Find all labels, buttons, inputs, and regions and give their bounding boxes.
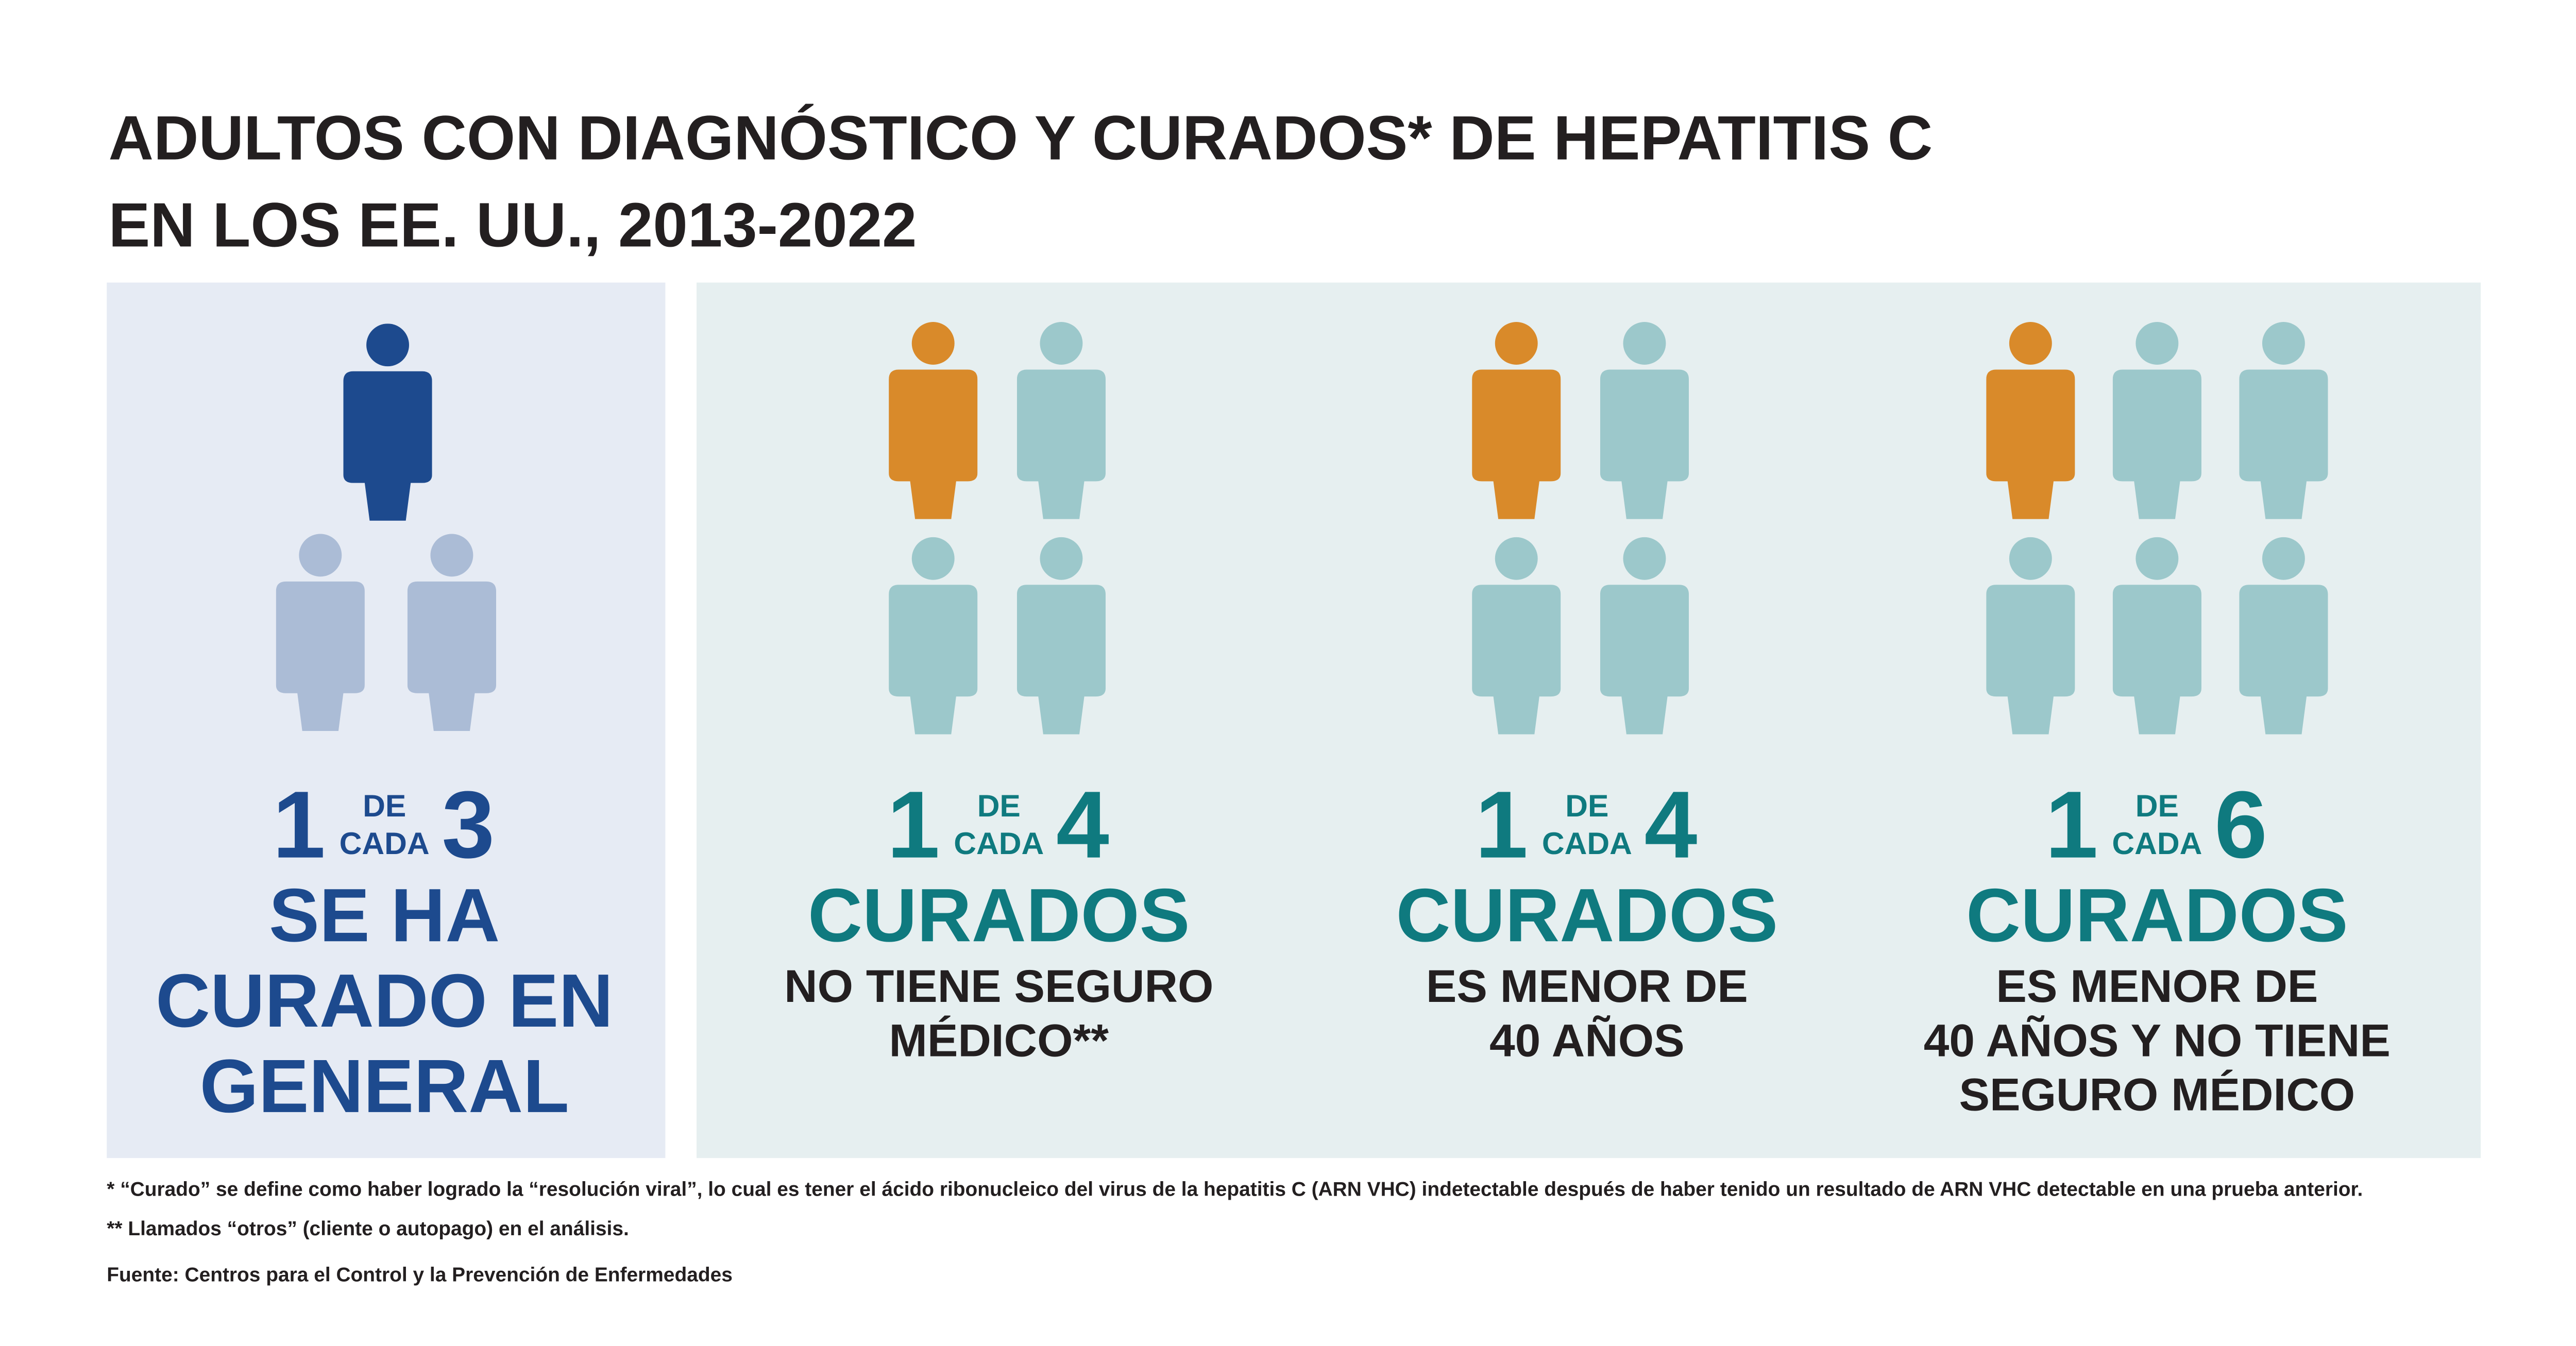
ratio-denominator: 3: [442, 772, 495, 878]
ratio-cada: CADA: [1542, 826, 1632, 861]
panel-description: ES MENOR DE: [1996, 960, 2318, 1012]
panel-heading: CURADOS: [1966, 873, 2348, 958]
title-line: EN LOS EE. UU., 2013-2022: [108, 190, 917, 260]
ratio-de: DE: [1565, 788, 1608, 823]
ratio-de: DE: [977, 788, 1021, 823]
panel-description: 40 AÑOS: [1489, 1014, 1685, 1066]
source: Fuente: Centros para el Control y la Pre…: [107, 1264, 733, 1286]
ratio-denominator: 4: [1056, 772, 1109, 878]
panel-description: 40 AÑOS Y NO TIENE: [1924, 1014, 2391, 1066]
ratio-cada: CADA: [2112, 826, 2202, 861]
ratio-numerator: 1: [1475, 772, 1528, 878]
footnote: * “Curado” se define como haber logrado …: [107, 1178, 2363, 1200]
ratio-cada: CADA: [340, 826, 430, 861]
panel-heading: SE HA: [269, 873, 500, 958]
panel-description: SEGURO MÉDICO: [1959, 1069, 2355, 1120]
ratio-denominator: 4: [1645, 772, 1698, 878]
panel-heading: CURADOS: [1396, 873, 1778, 958]
ratio-de: DE: [2136, 788, 2179, 823]
panel-heading: GENERAL: [200, 1044, 569, 1129]
panel-heading: CURADO EN: [156, 959, 613, 1043]
ratio-numerator: 1: [273, 772, 326, 878]
ratio-de: DE: [363, 788, 406, 823]
ratio-cada: CADA: [954, 826, 1044, 861]
footnote: ** Llamados “otros” (cliente o autopago)…: [107, 1218, 629, 1240]
ratio-numerator: 1: [887, 772, 940, 878]
panel-heading: CURADOS: [808, 873, 1190, 958]
ratio-denominator: 6: [2214, 772, 2267, 878]
panel-description: MÉDICO**: [889, 1014, 1109, 1066]
panel-description: ES MENOR DE: [1426, 960, 1748, 1012]
panel-description: NO TIENE SEGURO: [784, 960, 1213, 1012]
title-line: ADULTOS CON DIAGNÓSTICO Y CURADOS* DE HE…: [108, 103, 1933, 173]
ratio-numerator: 1: [2045, 772, 2098, 878]
